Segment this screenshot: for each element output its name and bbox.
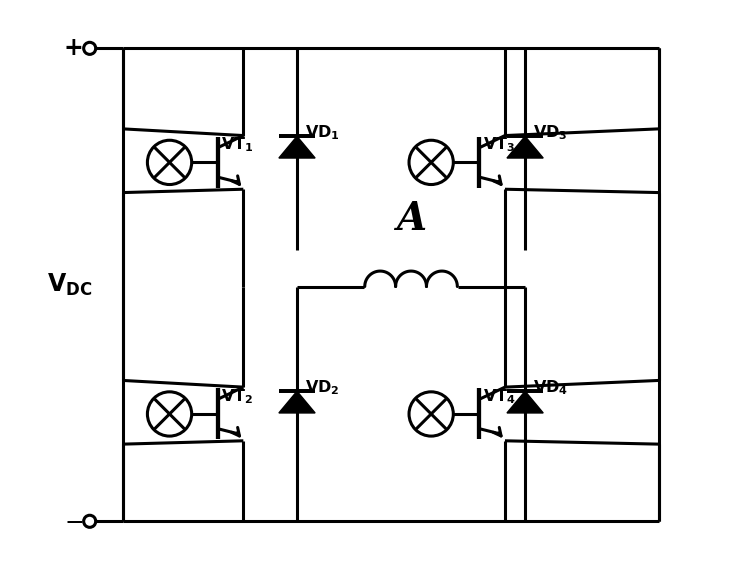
Text: $-$: $-$ <box>64 509 83 533</box>
Text: $\mathbf{VT_4}$: $\mathbf{VT_4}$ <box>483 387 516 406</box>
Text: $\mathbf{VD_1}$: $\mathbf{VD_1}$ <box>305 124 340 142</box>
Text: A: A <box>396 201 426 238</box>
Polygon shape <box>279 391 315 413</box>
Text: $\mathbf{VD_2}$: $\mathbf{VD_2}$ <box>305 379 340 397</box>
Text: +: + <box>63 36 84 60</box>
Text: $\mathbf{VD_3}$: $\mathbf{VD_3}$ <box>533 124 568 142</box>
Text: $\mathbf{VD_4}$: $\mathbf{VD_4}$ <box>533 379 569 397</box>
Polygon shape <box>279 136 315 158</box>
Polygon shape <box>507 136 543 158</box>
Text: $\mathbf{VT_3}$: $\mathbf{VT_3}$ <box>483 136 515 154</box>
Polygon shape <box>507 391 543 413</box>
Text: $\mathbf{VT_1}$: $\mathbf{VT_1}$ <box>221 136 254 154</box>
Text: $\mathbf{VT_2}$: $\mathbf{VT_2}$ <box>221 387 254 406</box>
Text: $\mathbf{V_{DC}}$: $\mathbf{V_{DC}}$ <box>48 272 93 298</box>
